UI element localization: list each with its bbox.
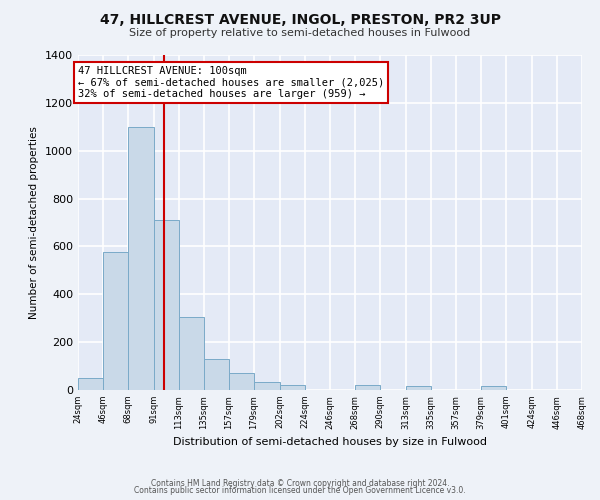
Y-axis label: Number of semi-detached properties: Number of semi-detached properties: [29, 126, 40, 319]
Bar: [355, 385, 380, 390]
Bar: [204, 359, 229, 390]
Text: Size of property relative to semi-detached houses in Fulwood: Size of property relative to semi-detach…: [130, 28, 470, 38]
Text: Contains public sector information licensed under the Open Government Licence v3: Contains public sector information licen…: [134, 486, 466, 495]
Bar: [280, 385, 305, 390]
Bar: [128, 127, 154, 390]
Text: 47 HILLCREST AVENUE: 100sqm
← 67% of semi-detached houses are smaller (2,025)
32: 47 HILLCREST AVENUE: 100sqm ← 67% of sem…: [78, 66, 384, 99]
Bar: [229, 373, 254, 390]
Bar: [78, 378, 103, 390]
Bar: [406, 386, 431, 390]
Bar: [179, 317, 204, 390]
Text: Contains HM Land Registry data © Crown copyright and database right 2024.: Contains HM Land Registry data © Crown c…: [151, 478, 449, 488]
Bar: [254, 382, 280, 390]
Bar: [481, 386, 506, 390]
Bar: [154, 220, 179, 390]
Bar: [103, 252, 128, 390]
Text: 47, HILLCREST AVENUE, INGOL, PRESTON, PR2 3UP: 47, HILLCREST AVENUE, INGOL, PRESTON, PR…: [100, 12, 500, 26]
X-axis label: Distribution of semi-detached houses by size in Fulwood: Distribution of semi-detached houses by …: [173, 437, 487, 447]
